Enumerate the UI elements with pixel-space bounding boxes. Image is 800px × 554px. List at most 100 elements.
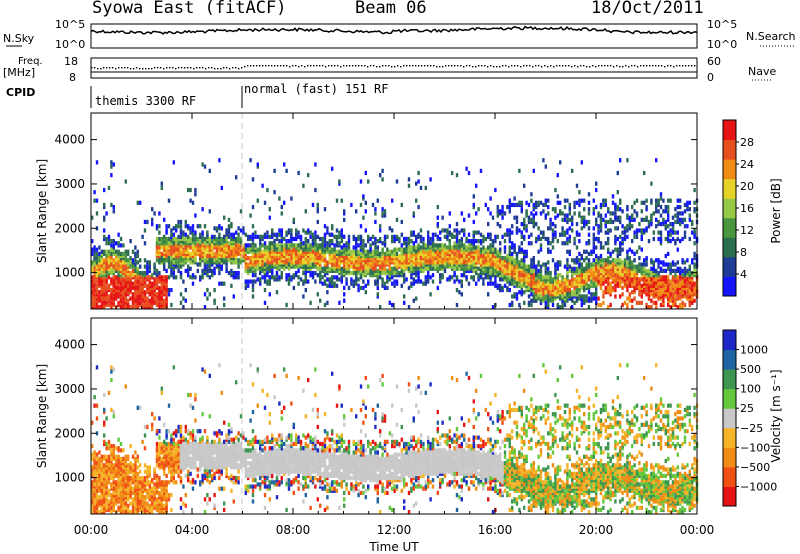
power-cell	[460, 251, 463, 256]
power-cell	[345, 256, 348, 261]
freq-dot	[562, 65, 564, 67]
power-cell	[359, 241, 363, 246]
power-cell	[259, 279, 262, 284]
power-cell	[508, 287, 511, 293]
power-cell	[439, 249, 442, 254]
power-cell	[542, 277, 545, 282]
power-cell	[182, 239, 185, 244]
power-cell	[472, 232, 475, 237]
power-cell	[482, 270, 485, 276]
power-cell	[110, 277, 113, 282]
power-cell	[609, 292, 612, 297]
power-cell	[309, 243, 312, 248]
freq-dot	[460, 65, 462, 67]
power-cell	[134, 290, 137, 295]
power-cell	[616, 281, 619, 286]
power-cell	[693, 207, 696, 212]
power-cell	[410, 283, 413, 288]
power-cell	[412, 247, 415, 252]
power-cell	[127, 258, 130, 263]
power-cell	[167, 292, 171, 297]
power-cell	[127, 292, 130, 297]
power-cell	[148, 260, 151, 265]
power-cell	[657, 198, 660, 203]
power-cell	[554, 234, 557, 239]
power-cell	[393, 279, 396, 284]
power-cell	[194, 236, 197, 242]
power-cell	[383, 256, 387, 261]
power-cell	[681, 273, 684, 278]
power-cell	[151, 300, 154, 305]
power-cell	[319, 266, 322, 271]
power-cell	[280, 256, 283, 261]
power-cell	[213, 298, 216, 303]
power-cell	[208, 292, 211, 297]
power-cell	[453, 245, 456, 250]
power-cell	[124, 300, 127, 305]
power-cell	[419, 247, 423, 252]
power-cell	[381, 249, 384, 254]
power-cell	[136, 281, 139, 286]
power-cell	[203, 268, 207, 274]
power-cell	[535, 279, 538, 284]
power-cell	[227, 247, 231, 252]
power-cell	[587, 273, 591, 278]
nsky-panel	[6, 23, 795, 49]
power-cell	[424, 185, 427, 191]
power-cell	[616, 253, 619, 259]
power-cell	[566, 298, 569, 303]
power-cell	[196, 239, 199, 244]
power-cell	[105, 302, 108, 308]
power-cell	[295, 270, 298, 276]
power-cell	[587, 296, 591, 301]
power-cell	[247, 262, 250, 267]
power-cell	[628, 221, 631, 227]
power-cell	[172, 160, 175, 165]
power-cell	[585, 275, 588, 280]
power-cell	[405, 236, 408, 242]
power-cell	[407, 177, 411, 182]
power-cell	[203, 241, 207, 246]
power-cell	[547, 287, 550, 293]
power-cell	[388, 264, 391, 269]
power-cell	[95, 256, 99, 261]
power-cell	[417, 243, 420, 248]
power-cell	[585, 270, 588, 276]
power-cell	[659, 239, 663, 244]
power-cell	[268, 215, 271, 220]
power-cell	[650, 266, 653, 271]
power-cell	[367, 258, 370, 263]
power-cell	[340, 256, 343, 261]
power-cell	[602, 290, 605, 295]
power-cell	[179, 249, 183, 254]
power-cell	[681, 236, 684, 242]
power-cell	[554, 270, 557, 276]
power-cell	[655, 285, 658, 291]
power-cell	[235, 251, 238, 256]
power-cell	[415, 245, 418, 250]
power-cell	[679, 239, 682, 244]
freq-dot	[427, 65, 429, 67]
power-cell	[508, 228, 511, 233]
power-cell	[650, 181, 653, 186]
power-cell	[614, 239, 617, 244]
power-cell	[103, 264, 106, 269]
power-cell	[292, 264, 295, 269]
power-cell	[681, 281, 684, 286]
power-cell	[189, 241, 192, 246]
power-cell	[136, 268, 139, 274]
power-cell	[537, 262, 540, 267]
power-cell	[379, 173, 382, 178]
power-cell	[405, 266, 408, 271]
power-cell	[187, 268, 190, 274]
power-cell	[407, 258, 411, 263]
power-cell	[501, 258, 504, 263]
power-cell	[616, 262, 619, 267]
power-cell	[415, 247, 418, 252]
power-cell	[311, 232, 315, 237]
power-cell	[203, 243, 207, 248]
power-cell	[110, 202, 113, 208]
power-cell	[290, 228, 293, 233]
power-cell	[542, 285, 545, 291]
power-cell	[206, 230, 209, 235]
